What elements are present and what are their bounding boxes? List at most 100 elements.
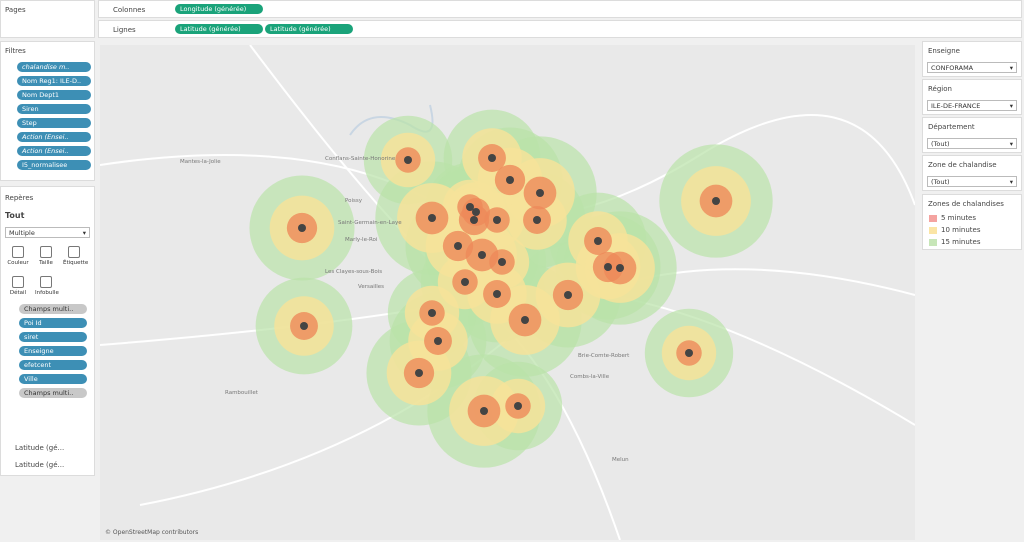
place-label: Rambouillet [225, 390, 259, 396]
store-point [564, 291, 572, 299]
mark-type[interactable]: Multiple [5, 227, 90, 239]
mark-field[interactable]: siret [19, 332, 87, 342]
mark-field[interactable]: Poi Id [19, 318, 87, 328]
store-point [604, 263, 612, 271]
place-label: Mantes-la-Jolie [180, 159, 221, 165]
legend-label: 10 minutes [941, 226, 981, 234]
mark-field[interactable]: Enseigne [19, 346, 87, 356]
mark-button[interactable]: Détail [7, 275, 29, 299]
store-point [404, 156, 412, 164]
place-label: Poissy [345, 198, 363, 204]
place-label: Combs-la-Ville [570, 374, 610, 380]
store-point [461, 278, 469, 286]
store-point [521, 316, 529, 324]
quick-filter-label: Zone de chalandise [928, 161, 997, 169]
store-point [493, 216, 501, 224]
button-icon [40, 276, 52, 288]
store-point [533, 216, 541, 224]
filter-pill[interactable]: I5_normalisee [17, 160, 91, 170]
store-point [454, 242, 462, 250]
store-point [478, 251, 486, 259]
mark-button[interactable]: Infobulle [35, 275, 59, 299]
store-point [685, 349, 693, 357]
quick-filter-value[interactable]: (Tout) [927, 138, 1017, 150]
rows-shelf: Lignes Latitude (générée) Latitude (géné… [98, 20, 1022, 38]
place-label: Marly-le-Roi [345, 237, 378, 243]
button-icon [40, 246, 52, 258]
right-panel: Enseigne CONFORAMA Région ILE-DE-FRANCE Dépa… [922, 41, 1022, 251]
store-point [616, 264, 624, 272]
store-point [506, 176, 514, 184]
store-point [298, 224, 306, 232]
legend-item[interactable]: 5 minutes [929, 214, 976, 222]
mark-field[interactable]: Ville [19, 374, 87, 384]
filter-pill[interactable]: Step [17, 118, 91, 128]
button-label: Couleur [7, 260, 29, 266]
columns-label: Colonnes [113, 6, 146, 14]
mark-button[interactable]: Étiquette [63, 245, 89, 269]
shelf-pill[interactable]: Longitude (générée) [175, 4, 263, 14]
marks-title: Repères [5, 194, 34, 202]
store-point [428, 214, 436, 222]
filter-pill[interactable]: Action (Ensei.. [17, 132, 91, 142]
store-point [536, 189, 544, 197]
place-label: Les Clayes-sous-Bois [325, 269, 382, 275]
filter-pill[interactable]: Action (Ensei.. [17, 146, 91, 156]
store-point [712, 197, 720, 205]
mark-field[interactable]: Champs multi.. [19, 304, 87, 314]
marks-card: Repères Tout Multiple Couleur Taille Étiqu… [0, 186, 95, 476]
filters-title: Filtres [5, 47, 26, 55]
legend-item[interactable]: 15 minutes [929, 238, 980, 246]
columns-shelf: Colonnes Longitude (générée) [98, 0, 1022, 18]
store-point [466, 203, 474, 211]
mark-button[interactable]: Taille [35, 245, 57, 269]
store-point [498, 258, 506, 266]
mark-field[interactable]: efetcent [19, 360, 87, 370]
legend-label: 5 minutes [941, 214, 977, 222]
quick-filter-value[interactable]: (Tout) [927, 176, 1017, 188]
quick-filter-label: Région [928, 85, 952, 93]
quick-filter-value[interactable]: CONFORAMA [927, 62, 1017, 74]
legend-swatch [929, 226, 937, 234]
legend-swatch [929, 214, 937, 222]
filter-pill[interactable]: Nom Dept1 [17, 90, 91, 100]
button-label: Étiquette [63, 260, 89, 266]
quick-filter: Région ILE-DE-FRANCE [922, 79, 1022, 115]
place-label: Conflans-Sainte-Honorine [325, 156, 396, 162]
place-label: Melun [612, 457, 629, 463]
place-label: Versailles [358, 284, 384, 290]
store-point [514, 402, 522, 410]
quick-filter: Département (Tout) [922, 117, 1022, 153]
filter-pill[interactable]: chalandise m.. [17, 62, 91, 72]
store-point [428, 309, 436, 317]
filter-pill[interactable]: Nom Reg1: ILE-D.. [17, 76, 91, 86]
button-icon [68, 246, 80, 258]
store-point [480, 407, 488, 415]
button-label: Taille [39, 260, 53, 266]
map-attribution: © OpenStreetMap contributors [105, 529, 198, 536]
button-label: Infobulle [35, 290, 59, 296]
shelf-pill[interactable]: Latitude (générée) [175, 24, 263, 34]
store-point [470, 216, 478, 224]
mark-section[interactable]: Latitude (gé... [15, 461, 65, 469]
store-point [594, 237, 602, 245]
mark-field[interactable]: Champs multi.. [19, 388, 87, 398]
filters-card: Filtres chalandise m.. Nom Reg1: ILE-D.. N… [0, 41, 95, 181]
button-icon [12, 246, 24, 258]
mark-button[interactable]: Couleur [7, 245, 29, 269]
quick-filter: Enseigne CONFORAMA [922, 41, 1022, 77]
quick-filter-value[interactable]: ILE-DE-FRANCE [927, 100, 1017, 112]
store-point [300, 322, 308, 330]
pages-title: Pages [5, 6, 26, 14]
shelf-pill[interactable]: Latitude (générée) [265, 24, 353, 34]
legend: Zones de chalandises 5 minutes 10 minutes 1… [922, 194, 1022, 250]
store-point [488, 154, 496, 162]
marks-all[interactable]: Tout [5, 211, 25, 220]
legend-item[interactable]: 10 minutes [929, 226, 980, 234]
store-point [415, 369, 423, 377]
button-icon [12, 276, 24, 288]
filter-pill[interactable]: Siren [17, 104, 91, 114]
quick-filter-label: Enseigne [928, 47, 960, 55]
mark-section[interactable]: Latitude (gé... [15, 444, 65, 452]
